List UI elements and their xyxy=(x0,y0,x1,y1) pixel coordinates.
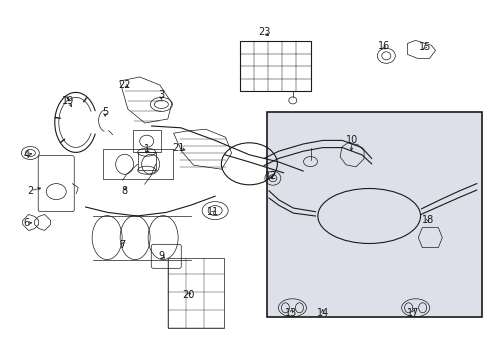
Text: 9: 9 xyxy=(158,251,164,261)
Text: 15: 15 xyxy=(418,42,431,52)
Text: 18: 18 xyxy=(421,215,433,225)
Text: 2: 2 xyxy=(27,186,33,196)
Bar xyxy=(239,41,310,91)
Bar xyxy=(138,152,155,170)
Text: 14: 14 xyxy=(316,308,328,318)
Text: 10: 10 xyxy=(345,135,358,145)
Text: 21: 21 xyxy=(172,143,184,153)
Text: 5: 5 xyxy=(102,107,108,117)
Text: 12: 12 xyxy=(264,171,277,181)
Text: 11: 11 xyxy=(206,207,219,217)
Text: 7: 7 xyxy=(119,240,125,250)
Text: 1: 1 xyxy=(143,144,149,154)
Bar xyxy=(102,149,172,179)
Text: 20: 20 xyxy=(182,290,194,300)
Text: 16: 16 xyxy=(377,41,389,51)
Bar xyxy=(132,130,161,152)
Text: 23: 23 xyxy=(257,27,270,37)
Text: 3: 3 xyxy=(158,90,164,100)
Text: 19: 19 xyxy=(62,96,75,106)
Text: 13: 13 xyxy=(284,308,297,318)
Bar xyxy=(266,112,481,317)
Bar xyxy=(167,258,223,328)
Text: 17: 17 xyxy=(406,308,419,318)
Text: 6: 6 xyxy=(24,218,30,228)
Text: 4: 4 xyxy=(24,150,30,160)
Text: 8: 8 xyxy=(122,186,127,196)
Text: 22: 22 xyxy=(118,80,131,90)
